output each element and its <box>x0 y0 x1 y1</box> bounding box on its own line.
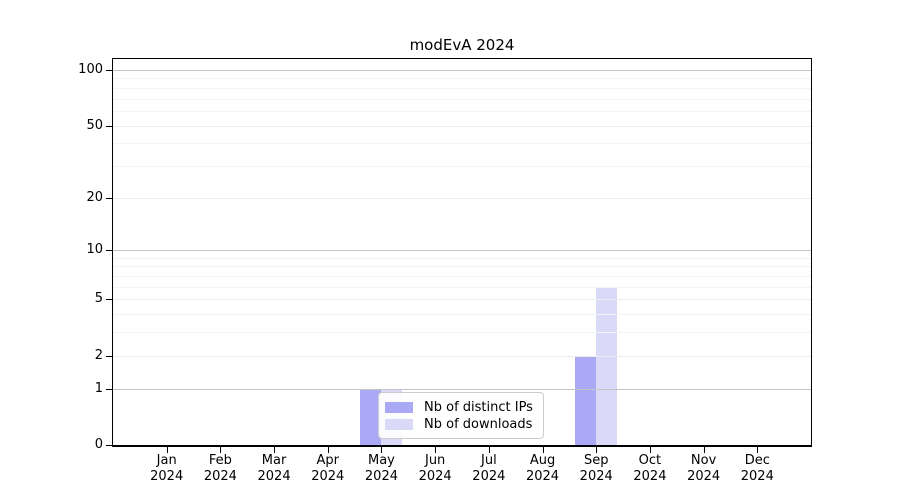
year-label: 2024 <box>633 469 667 484</box>
y-tick-label-5: 5 <box>94 291 103 307</box>
gridline-1 <box>113 388 811 390</box>
gridline-2 <box>113 355 811 357</box>
month-label: Dec <box>744 453 770 468</box>
y-tick-0 <box>106 445 112 446</box>
year-label: 2024 <box>364 469 398 484</box>
y-tick-label-20: 20 <box>86 189 103 205</box>
year-label: 2024 <box>687 469 721 484</box>
plot-area <box>113 59 811 445</box>
year-label: 2024 <box>579 469 613 484</box>
x-tick-label-sep: Sep 2024 <box>568 453 624 485</box>
month-label: Oct <box>638 453 662 468</box>
gridline-minor <box>113 257 811 259</box>
chart-title: modEvA 2024 <box>409 36 515 54</box>
legend-item-downloads: Nb of downloads <box>385 416 535 432</box>
legend-label-distinct-ips: Nb of distinct IPs <box>424 399 533 415</box>
bar-distinct-ips-may <box>360 388 382 445</box>
month-label: Apr <box>316 453 340 468</box>
x-tick-label-jun: Jun 2024 <box>407 453 463 485</box>
y-tick-label-0: 0 <box>94 437 103 452</box>
gridline-minor <box>113 110 811 112</box>
y-tick-2 <box>106 355 112 357</box>
y-tick-label-50: 50 <box>86 117 103 133</box>
x-tick-mar <box>274 447 276 453</box>
month-label: Sep <box>583 453 609 468</box>
x-tick-label-jul: Jul 2024 <box>461 453 517 485</box>
x-tick-jul <box>488 447 490 453</box>
x-tick-aug <box>542 447 544 453</box>
month-label: May <box>368 453 395 468</box>
gridline-100 <box>113 70 811 71</box>
gridline-minor <box>113 286 811 288</box>
y-tick-20 <box>106 197 112 199</box>
gridline-minor <box>113 266 811 268</box>
year-label: 2024 <box>150 469 184 484</box>
month-label: Jul <box>481 453 497 468</box>
legend: Nb of distinct IPs Nb of downloads <box>378 392 544 439</box>
x-tick-oct <box>649 447 651 453</box>
y-tick-100 <box>106 70 112 71</box>
gridline-minor <box>113 276 811 278</box>
month-label: Nov <box>690 453 717 468</box>
gridline-minor <box>113 87 811 89</box>
year-label: 2024 <box>203 469 237 484</box>
month-label: Aug <box>529 453 556 468</box>
bar-downloads-sep <box>596 286 618 445</box>
x-tick-label-feb: Feb 2024 <box>192 453 248 485</box>
month-label: Jun <box>424 453 446 468</box>
x-tick-label-mar: Mar 2024 <box>246 453 302 485</box>
gridline-50 <box>113 125 811 127</box>
x-tick-label-nov: Nov 2024 <box>676 453 732 485</box>
plot-frame <box>112 58 812 447</box>
x-tick-feb <box>220 447 222 453</box>
gridline-5 <box>113 299 811 301</box>
x-tick-dec <box>757 447 759 453</box>
x-tick-apr <box>327 447 329 453</box>
year-label: 2024 <box>472 469 506 484</box>
y-tick-5 <box>106 299 112 301</box>
month-label: Jan <box>156 453 177 468</box>
year-label: 2024 <box>525 469 560 484</box>
legend-swatch-distinct-ips <box>385 401 413 413</box>
gridline-20 <box>113 197 811 199</box>
y-tick-10 <box>106 250 112 252</box>
x-tick-label-may: May 2024 <box>353 453 409 485</box>
gridline-minor <box>113 314 811 316</box>
gridline-minor <box>113 143 811 145</box>
month-label: Feb <box>208 453 232 468</box>
x-tick-label-aug: Aug 2024 <box>515 453 571 485</box>
y-tick-50 <box>106 125 112 127</box>
x-tick-jan <box>166 447 168 453</box>
gridline-minor <box>113 78 811 80</box>
x-tick-label-apr: Apr 2024 <box>300 453 356 485</box>
year-label: 2024 <box>311 469 345 484</box>
y-tick-label-2: 2 <box>94 347 103 363</box>
x-tick-jun <box>435 447 437 453</box>
y-tick-label-1: 1 <box>94 380 103 396</box>
year-label: 2024 <box>740 469 774 484</box>
y-tick-1 <box>106 388 112 390</box>
gridline-10 <box>113 250 811 252</box>
x-tick-sep <box>596 447 598 453</box>
gridline-minor <box>113 98 811 100</box>
y-tick-label-10: 10 <box>86 242 103 258</box>
year-label: 2024 <box>418 469 452 484</box>
gridline-minor <box>113 165 811 167</box>
bar-distinct-ips-sep <box>575 355 597 445</box>
legend-swatch-downloads <box>385 418 413 430</box>
x-tick-label-jan: Jan 2024 <box>139 453 195 485</box>
month-label: Mar <box>261 453 287 468</box>
legend-item-distinct-ips: Nb of distinct IPs <box>385 399 535 415</box>
y-tick-label-100: 100 <box>78 62 103 77</box>
legend-label-downloads: Nb of downloads <box>424 416 533 432</box>
x-tick-nov <box>703 447 705 453</box>
year-label: 2024 <box>257 469 291 484</box>
x-tick-label-dec: Dec 2024 <box>729 453 785 485</box>
x-tick-label-oct: Oct 2024 <box>622 453 678 485</box>
gridline-minor <box>113 332 811 334</box>
x-tick-may <box>381 447 383 453</box>
